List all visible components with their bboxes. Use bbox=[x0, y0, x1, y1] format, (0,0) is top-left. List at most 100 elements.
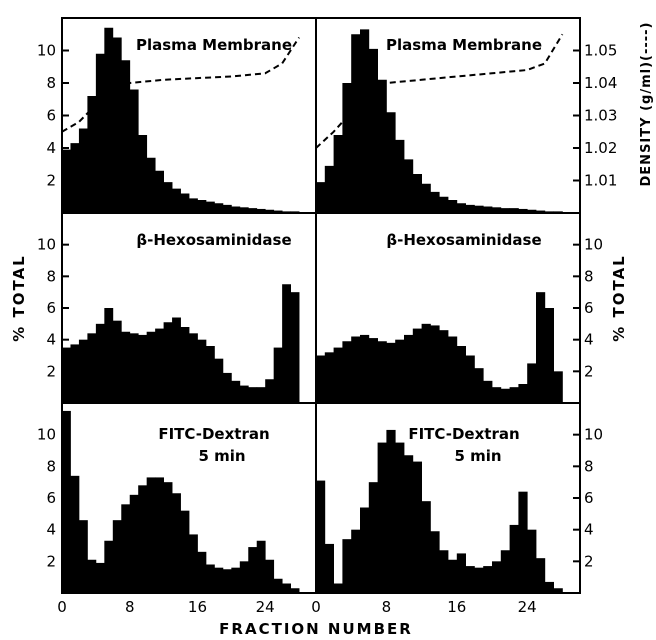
bar-middle-left-15 bbox=[180, 327, 190, 403]
bar-top-left-15 bbox=[180, 193, 190, 213]
bar-bottom-left-21 bbox=[231, 567, 241, 593]
panel-middle-left: β-Hexosaminidase 2 4 6 8 10 bbox=[37, 212, 317, 404]
y-tick-label-bottom-right-4: 4 bbox=[584, 521, 594, 539]
bar-top-left-3 bbox=[78, 128, 88, 213]
panel-title-middle-left: β-Hexosaminidase bbox=[136, 231, 291, 249]
x-tick-label-bottom-left-0: 0 bbox=[57, 598, 67, 616]
bar-top-left-13 bbox=[163, 182, 173, 214]
bar-top-right-11 bbox=[404, 159, 414, 214]
bar-top-left-9 bbox=[129, 89, 139, 213]
bar-bottom-left-2 bbox=[70, 475, 80, 593]
bar-top-right-24 bbox=[518, 208, 528, 213]
bar-middle-left-2 bbox=[70, 344, 80, 403]
bar-bottom-left-20 bbox=[222, 569, 232, 593]
x-tick-label-bottom-right-0: 0 bbox=[311, 598, 321, 616]
bar-middle-left-13 bbox=[163, 322, 173, 403]
bar-top-left-20 bbox=[222, 204, 232, 214]
bar-bottom-left-10 bbox=[138, 485, 148, 593]
bar-bottom-left-5 bbox=[95, 562, 105, 593]
density-tick-label-top-right-1.02: 1.02 bbox=[584, 139, 617, 157]
bar-middle-right-12 bbox=[412, 328, 422, 403]
x-tick-label-bottom-right-16: 16 bbox=[447, 598, 466, 616]
bar-top-left-7 bbox=[112, 37, 122, 213]
bar-bottom-right-9 bbox=[386, 429, 396, 593]
bar-middle-right-8 bbox=[377, 341, 387, 403]
bar-bottom-left-4 bbox=[87, 559, 97, 593]
bar-bottom-left-6 bbox=[104, 540, 114, 593]
bar-bottom-right-20 bbox=[483, 566, 493, 593]
bar-middle-right-5 bbox=[351, 336, 361, 403]
bar-middle-right-17 bbox=[456, 346, 466, 403]
bar-bottom-right-22 bbox=[500, 550, 510, 593]
bar-middle-left-9 bbox=[129, 333, 139, 403]
y-tick-label-top-left-10: 10 bbox=[37, 42, 56, 60]
y-axis-title-right-top: DENSITY (g/ml)(----) bbox=[639, 22, 654, 187]
bar-middle-left-1 bbox=[62, 347, 71, 403]
bar-bottom-left-3 bbox=[78, 520, 88, 593]
bar-bottom-left-9 bbox=[129, 494, 139, 593]
bar-middle-left-16 bbox=[189, 333, 198, 403]
bar-bottom-right-8 bbox=[377, 442, 387, 593]
bar-middle-right-27 bbox=[544, 308, 554, 403]
bar-middle-left-17 bbox=[197, 339, 207, 403]
bar-top-right-17 bbox=[456, 203, 466, 213]
bar-top-left-10 bbox=[138, 135, 148, 213]
bar-bottom-right-5 bbox=[351, 529, 361, 593]
bar-bottom-left-18 bbox=[205, 564, 215, 593]
density-tick-label-top-right-1.01: 1.01 bbox=[584, 172, 617, 190]
bar-top-right-15 bbox=[439, 196, 449, 213]
bar-middle-left-10 bbox=[138, 334, 148, 403]
bar-top-right-12 bbox=[412, 174, 422, 213]
bar-middle-right-2 bbox=[324, 352, 334, 403]
bar-middle-left-25 bbox=[265, 379, 275, 403]
bar-bottom-right-14 bbox=[430, 531, 440, 593]
bar-middle-left-11 bbox=[146, 331, 156, 403]
bar-bottom-left-28 bbox=[290, 588, 300, 593]
density-tick-label-top-right-1.04: 1.04 bbox=[584, 74, 617, 92]
bar-top-left-17 bbox=[197, 200, 207, 213]
bar-bottom-right-27 bbox=[544, 581, 554, 593]
y-tick-label-middle-right-6: 6 bbox=[584, 299, 594, 317]
panel-subtitle-bottom-right: 5 min bbox=[454, 447, 501, 465]
bar-middle-right-16 bbox=[448, 336, 458, 403]
bar-bottom-left-17 bbox=[197, 551, 207, 593]
bar-middle-right-1 bbox=[316, 355, 326, 403]
bar-top-right-9 bbox=[386, 112, 396, 213]
bar-bottom-left-24 bbox=[256, 540, 266, 593]
bar-bottom-right-1 bbox=[316, 480, 326, 593]
bar-top-right-19 bbox=[474, 205, 484, 213]
bar-top-left-5 bbox=[95, 53, 105, 213]
y-tick-label-bottom-left-8: 8 bbox=[46, 457, 56, 475]
panel-top-left: Plasma Membrane 2 4 6 8 10 bbox=[37, 17, 317, 214]
panel-title-middle-right: β-Hexosaminidase bbox=[386, 231, 541, 249]
density-line-top-left bbox=[61, 36, 300, 133]
bar-bottom-left-26 bbox=[273, 578, 283, 593]
bar-middle-left-3 bbox=[78, 339, 88, 403]
bar-middle-left-27 bbox=[282, 284, 291, 403]
bar-top-right-23 bbox=[509, 208, 519, 214]
bar-top-right-21 bbox=[492, 207, 502, 213]
y-tick-label-middle-right-8: 8 bbox=[584, 267, 594, 285]
bar-bottom-left-23 bbox=[248, 547, 258, 593]
bar-top-left-18 bbox=[205, 201, 215, 214]
bar-middle-right-26 bbox=[536, 292, 546, 403]
bar-bottom-left-15 bbox=[180, 510, 190, 593]
bar-middle-left-4 bbox=[87, 333, 97, 403]
y-tick-label-middle-right-10: 10 bbox=[584, 236, 603, 254]
bar-bottom-right-11 bbox=[404, 455, 414, 593]
bar-middle-left-22 bbox=[239, 385, 249, 403]
bar-middle-right-11 bbox=[404, 334, 414, 403]
bar-top-left-26 bbox=[273, 210, 283, 213]
bar-middle-right-14 bbox=[430, 325, 440, 403]
bar-bottom-right-7 bbox=[368, 482, 378, 593]
x-tick-label-bottom-left-24: 24 bbox=[256, 598, 275, 616]
bar-bottom-right-10 bbox=[395, 442, 405, 593]
y-tick-label-bottom-right-6: 6 bbox=[584, 489, 594, 507]
panel-title-top-right: Plasma Membrane bbox=[386, 36, 542, 54]
bar-middle-right-22 bbox=[500, 388, 510, 403]
x-tick-label-bottom-left-8: 8 bbox=[125, 598, 135, 616]
y-tick-label-bottom-right-8: 8 bbox=[584, 457, 594, 475]
bar-top-right-5 bbox=[351, 34, 361, 213]
